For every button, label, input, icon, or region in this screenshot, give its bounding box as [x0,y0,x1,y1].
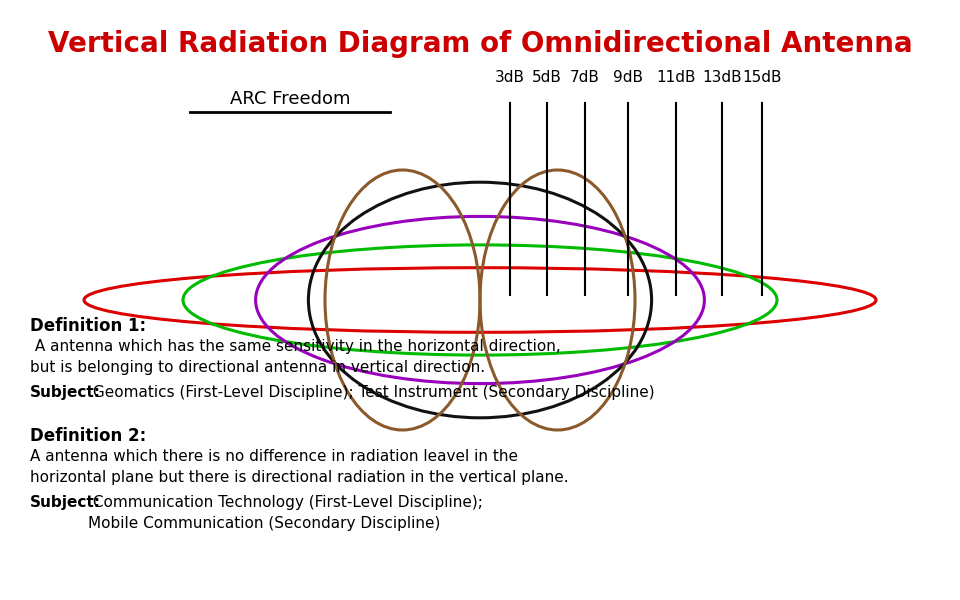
Text: Definition 1:: Definition 1: [30,317,146,335]
Text: Geomatics (First-Level Discipline); Test Instrument (Secondary Discipline): Geomatics (First-Level Discipline); Test… [88,385,655,400]
Text: 9dB: 9dB [613,70,643,85]
Text: 11dB: 11dB [657,70,696,85]
Text: Subject:: Subject: [30,495,101,510]
Text: 7dB: 7dB [570,70,600,85]
Text: ARC Freedom: ARC Freedom [229,90,350,108]
Text: 3dB: 3dB [495,70,525,85]
Text: Communication Technology (First-Level Discipline);
Mobile Communication (Seconda: Communication Technology (First-Level Di… [88,495,483,531]
Text: A antenna which there is no difference in radiation leavel in the
horizontal pla: A antenna which there is no difference i… [30,449,568,485]
Text: Vertical Radiation Diagram of Omnidirectional Antenna: Vertical Radiation Diagram of Omnidirect… [48,30,912,58]
Text: Subject:: Subject: [30,385,101,400]
Text: 13dB: 13dB [702,70,742,85]
Text: 15dB: 15dB [742,70,781,85]
Text: 5dB: 5dB [532,70,562,85]
Text: Definition 2:: Definition 2: [30,427,146,445]
Text: A antenna which has the same sensitivity in the horizontal direction,
but is bel: A antenna which has the same sensitivity… [30,339,561,375]
